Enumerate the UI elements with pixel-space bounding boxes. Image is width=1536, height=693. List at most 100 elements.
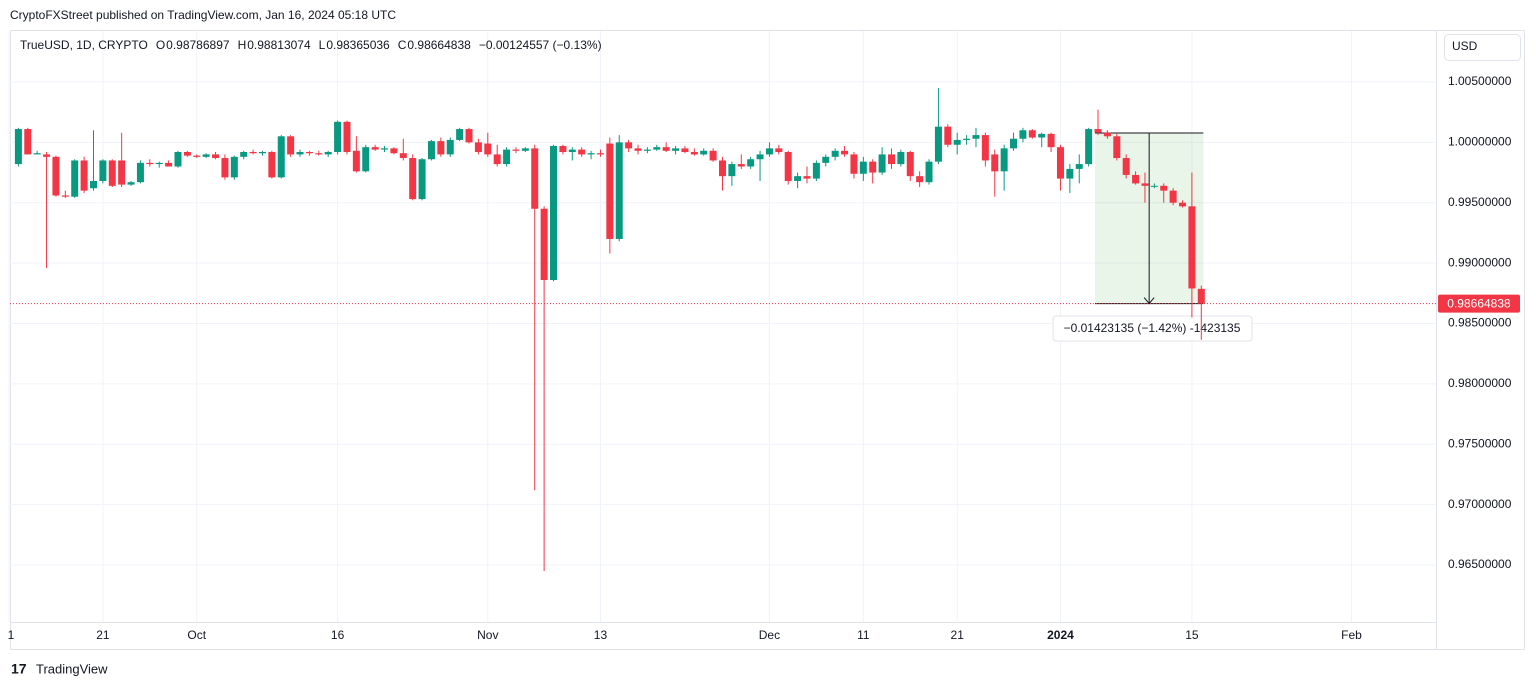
x-tick-label: 1 [8, 628, 15, 642]
candle-body [418, 159, 426, 200]
x-tick-label: 21 [951, 628, 965, 642]
candle-body [165, 162, 173, 167]
candle-body [859, 161, 867, 174]
candle-body [1085, 129, 1093, 165]
candle-body [953, 139, 961, 145]
candle-body [427, 141, 435, 160]
candle-body [212, 154, 220, 159]
candle-body [334, 121, 342, 153]
currency-button[interactable] [1444, 34, 1521, 61]
currency-label[interactable]: USD [1452, 39, 1478, 53]
candle-body [202, 154, 210, 157]
candle-body [80, 160, 88, 191]
x-tick-label: 13 [594, 628, 608, 642]
candle-body [775, 148, 783, 153]
legend-text: −0.00124557 (−0.13%) [479, 38, 602, 52]
x-tick-label: Feb [1341, 628, 1362, 642]
candle-body [972, 135, 980, 139]
candle-body [230, 156, 238, 178]
legend-text: L [319, 38, 326, 52]
legend-text: C [398, 38, 407, 52]
candle-body [869, 161, 877, 173]
x-tick-label: Nov [477, 628, 498, 642]
candle-body [681, 148, 689, 153]
candle-body [343, 121, 351, 153]
candle-body [1197, 288, 1205, 304]
legend-text: 0.98786897 [166, 38, 230, 52]
candle-body [296, 152, 304, 155]
candle-body [1075, 164, 1083, 169]
publisher-line: CryptoFXStreet published on TradingView.… [10, 8, 396, 22]
candle-body [1038, 133, 1046, 138]
y-tick-label: 1.00000000 [1448, 135, 1512, 149]
candle-body [634, 148, 642, 151]
candle-body [324, 152, 332, 155]
candle-body [71, 160, 79, 197]
y-tick-label: 0.96500000 [1448, 557, 1512, 571]
legend-header: TrueUSD, 1D, CRYPTO O 0.98786897 H 0.9881307… [20, 38, 602, 52]
candle-body [690, 152, 698, 155]
y-tick-label: 0.97500000 [1448, 436, 1512, 450]
grid [8, 31, 1436, 622]
x-tick-label: Dec [759, 628, 780, 642]
candle-body [277, 136, 285, 178]
candle-body [305, 152, 313, 154]
candle-body [887, 154, 895, 165]
logo-mark: ⁠17 [11, 661, 27, 677]
candle-body [596, 153, 604, 155]
candle-body [89, 180, 97, 189]
candle-body [352, 150, 360, 172]
candle-body [146, 162, 154, 165]
candle-body [512, 149, 520, 151]
candle-body [399, 153, 407, 159]
price-label-box [1438, 294, 1520, 313]
candle-body [221, 158, 229, 178]
candle-body [672, 148, 680, 151]
candle-body [728, 164, 736, 177]
candle-body [127, 182, 135, 185]
candle-body [568, 149, 576, 153]
candle-body [719, 160, 726, 177]
candle-body [625, 142, 633, 149]
candle-body [784, 152, 792, 181]
candle-body [794, 176, 802, 181]
candle-body [1019, 130, 1027, 139]
x-tick-label: Oct [187, 628, 206, 642]
candle-body [662, 147, 670, 151]
candle-body [1169, 190, 1177, 203]
candle-body [521, 148, 529, 151]
candle-body [258, 152, 266, 154]
candle-body [315, 153, 323, 155]
candle-body [709, 150, 717, 161]
candle-body [1141, 183, 1149, 186]
legend-text: O [156, 38, 165, 52]
y-tick-label: 0.99000000 [1448, 255, 1512, 269]
x-tick-label: 2024 [1047, 628, 1074, 642]
candle-body [1028, 130, 1036, 138]
candle-body [643, 149, 651, 151]
measure-label: −0.01423135 (−1.42%) -1423135 [1064, 321, 1241, 335]
candle-body [841, 150, 849, 155]
candle-body [381, 148, 389, 150]
candle-body [24, 129, 32, 155]
candle-body [183, 152, 191, 156]
measure-label-box [1052, 315, 1253, 342]
candle-body [944, 126, 952, 145]
candle-body [1066, 168, 1074, 179]
candle-body [559, 145, 567, 153]
footer-logo: ⁠17 [11, 661, 27, 677]
y-tick-label: 0.99500000 [1448, 195, 1512, 209]
candle-body [737, 164, 745, 167]
candle-body [878, 154, 886, 173]
candle-body [240, 152, 248, 157]
candle-body [765, 148, 773, 155]
candle-body [850, 154, 858, 174]
candle-body [1188, 206, 1196, 289]
candle-body [1113, 136, 1121, 159]
candle-body [1132, 174, 1140, 184]
candle-body [897, 152, 905, 165]
candle-body [550, 145, 558, 281]
candle-body [61, 195, 69, 197]
candle-body [409, 158, 417, 200]
